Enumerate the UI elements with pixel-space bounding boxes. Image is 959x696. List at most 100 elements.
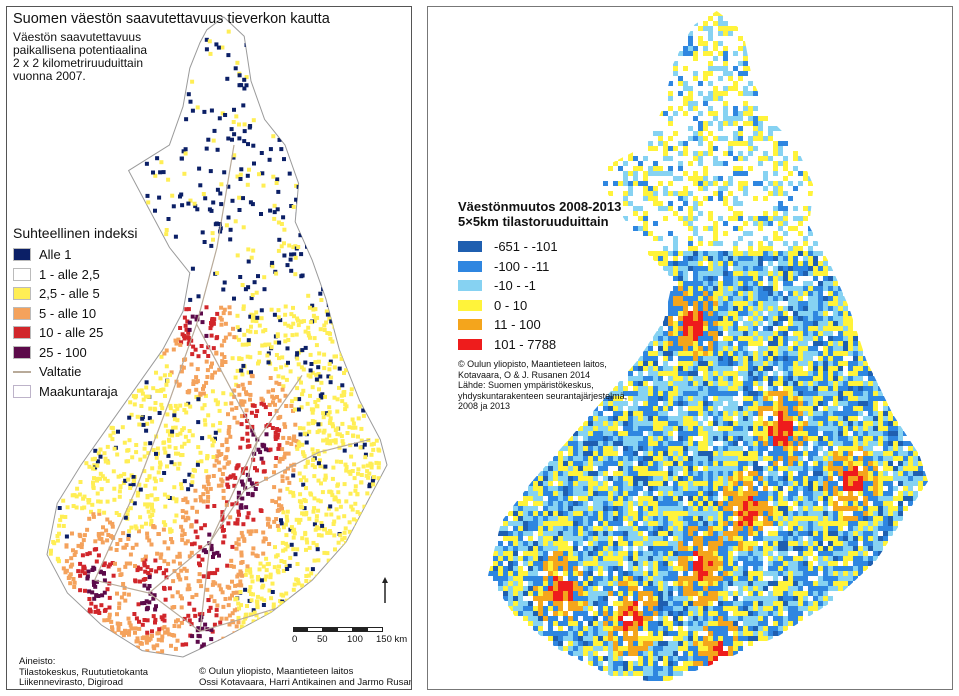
grid-cell bbox=[703, 251, 708, 256]
grid-cell bbox=[260, 343, 265, 348]
grid-cell bbox=[678, 446, 683, 451]
grid-cell bbox=[753, 351, 758, 356]
grid-cell bbox=[322, 550, 327, 555]
grid-cell bbox=[773, 186, 778, 191]
grid-cell bbox=[703, 406, 708, 411]
grid-cell bbox=[853, 366, 858, 371]
grid-cell bbox=[723, 311, 728, 316]
grid-cell bbox=[793, 441, 798, 446]
grid-cell bbox=[342, 482, 347, 487]
grid-cell bbox=[683, 251, 688, 256]
grid-cell bbox=[92, 476, 96, 481]
grid-cell bbox=[237, 327, 242, 332]
grid-cell bbox=[185, 539, 190, 544]
grid-cell bbox=[683, 96, 688, 101]
grid-cell bbox=[853, 391, 858, 396]
grid-cell bbox=[220, 352, 224, 357]
grid-cell bbox=[264, 432, 269, 437]
grid-cell bbox=[93, 448, 98, 453]
grid-cell bbox=[798, 366, 803, 371]
grid-cell bbox=[673, 371, 678, 376]
grid-cell bbox=[328, 336, 333, 341]
grid-cell bbox=[763, 151, 768, 156]
grid-cell bbox=[548, 481, 553, 486]
grid-cell bbox=[708, 336, 713, 341]
grid-cell bbox=[161, 527, 166, 532]
grid-cell bbox=[335, 409, 340, 414]
grid-cell bbox=[768, 466, 773, 471]
grid-cell bbox=[163, 450, 168, 455]
grid-cell bbox=[678, 191, 683, 196]
grid-cell bbox=[773, 486, 778, 491]
grid-cell bbox=[658, 476, 663, 481]
grid-cell bbox=[331, 424, 335, 429]
grid-cell bbox=[122, 440, 127, 445]
grid-cell bbox=[723, 411, 728, 416]
grid-cell bbox=[573, 476, 578, 481]
grid-cell bbox=[643, 416, 648, 421]
grid-cell bbox=[758, 156, 763, 161]
grid-cell bbox=[908, 481, 913, 486]
grid-cell bbox=[703, 326, 708, 331]
grid-cell bbox=[733, 486, 738, 491]
grid-cell bbox=[838, 396, 843, 401]
grid-cell bbox=[618, 456, 623, 461]
grid-cell bbox=[156, 532, 161, 536]
grid-cell bbox=[296, 444, 301, 449]
grid-cell bbox=[288, 555, 293, 560]
grid-cell bbox=[808, 376, 813, 381]
grid-cell bbox=[698, 386, 703, 391]
grid-cell bbox=[145, 605, 150, 610]
grid-cell bbox=[763, 476, 768, 481]
grid-cell bbox=[743, 376, 748, 381]
grid-cell bbox=[268, 574, 273, 579]
grid-cell bbox=[653, 196, 658, 201]
grid-cell bbox=[186, 341, 191, 346]
grid-cell bbox=[863, 446, 868, 451]
grid-cell bbox=[783, 351, 788, 356]
grid-cell bbox=[713, 266, 718, 271]
grid-cell bbox=[663, 416, 668, 421]
grid-cell bbox=[250, 318, 255, 323]
grid-cell bbox=[673, 426, 678, 431]
grid-cell bbox=[728, 451, 733, 456]
grid-cell bbox=[833, 306, 838, 311]
grid-cell bbox=[155, 156, 160, 161]
grid-cell bbox=[743, 141, 748, 146]
grid-cell bbox=[798, 286, 803, 291]
grid-cell bbox=[703, 346, 708, 351]
grid-cell bbox=[713, 376, 718, 381]
grid-cell bbox=[593, 481, 598, 486]
grid-cell bbox=[738, 351, 743, 356]
grid-cell bbox=[196, 294, 201, 299]
grid-cell bbox=[673, 396, 678, 401]
grid-cell bbox=[143, 554, 148, 559]
grid-cell bbox=[230, 356, 235, 361]
grid-cell bbox=[898, 431, 903, 436]
grid-cell bbox=[778, 201, 783, 206]
grid-cell bbox=[873, 396, 878, 401]
grid-cell bbox=[209, 364, 213, 369]
grid-cell bbox=[281, 548, 286, 553]
grid-cell bbox=[763, 291, 768, 296]
grid-cell bbox=[783, 401, 788, 406]
grid-cell bbox=[250, 551, 255, 556]
grid-cell bbox=[234, 406, 239, 410]
grid-cell bbox=[132, 501, 137, 506]
grid-cell bbox=[733, 26, 738, 31]
grid-cell bbox=[249, 529, 254, 534]
grid-cell bbox=[299, 319, 304, 324]
grid-cell bbox=[185, 319, 190, 324]
grid-cell bbox=[713, 226, 718, 231]
grid-cell bbox=[330, 422, 335, 427]
grid-cell bbox=[663, 476, 668, 481]
grid-cell bbox=[215, 603, 220, 608]
grid-cell bbox=[246, 247, 251, 252]
grid-cell bbox=[888, 436, 893, 441]
grid-cell bbox=[853, 416, 858, 421]
grid-cell bbox=[693, 201, 698, 206]
grid-cell bbox=[563, 461, 568, 466]
grid-cell bbox=[225, 446, 230, 451]
grid-cell bbox=[128, 506, 133, 511]
grid-cell bbox=[126, 477, 131, 482]
